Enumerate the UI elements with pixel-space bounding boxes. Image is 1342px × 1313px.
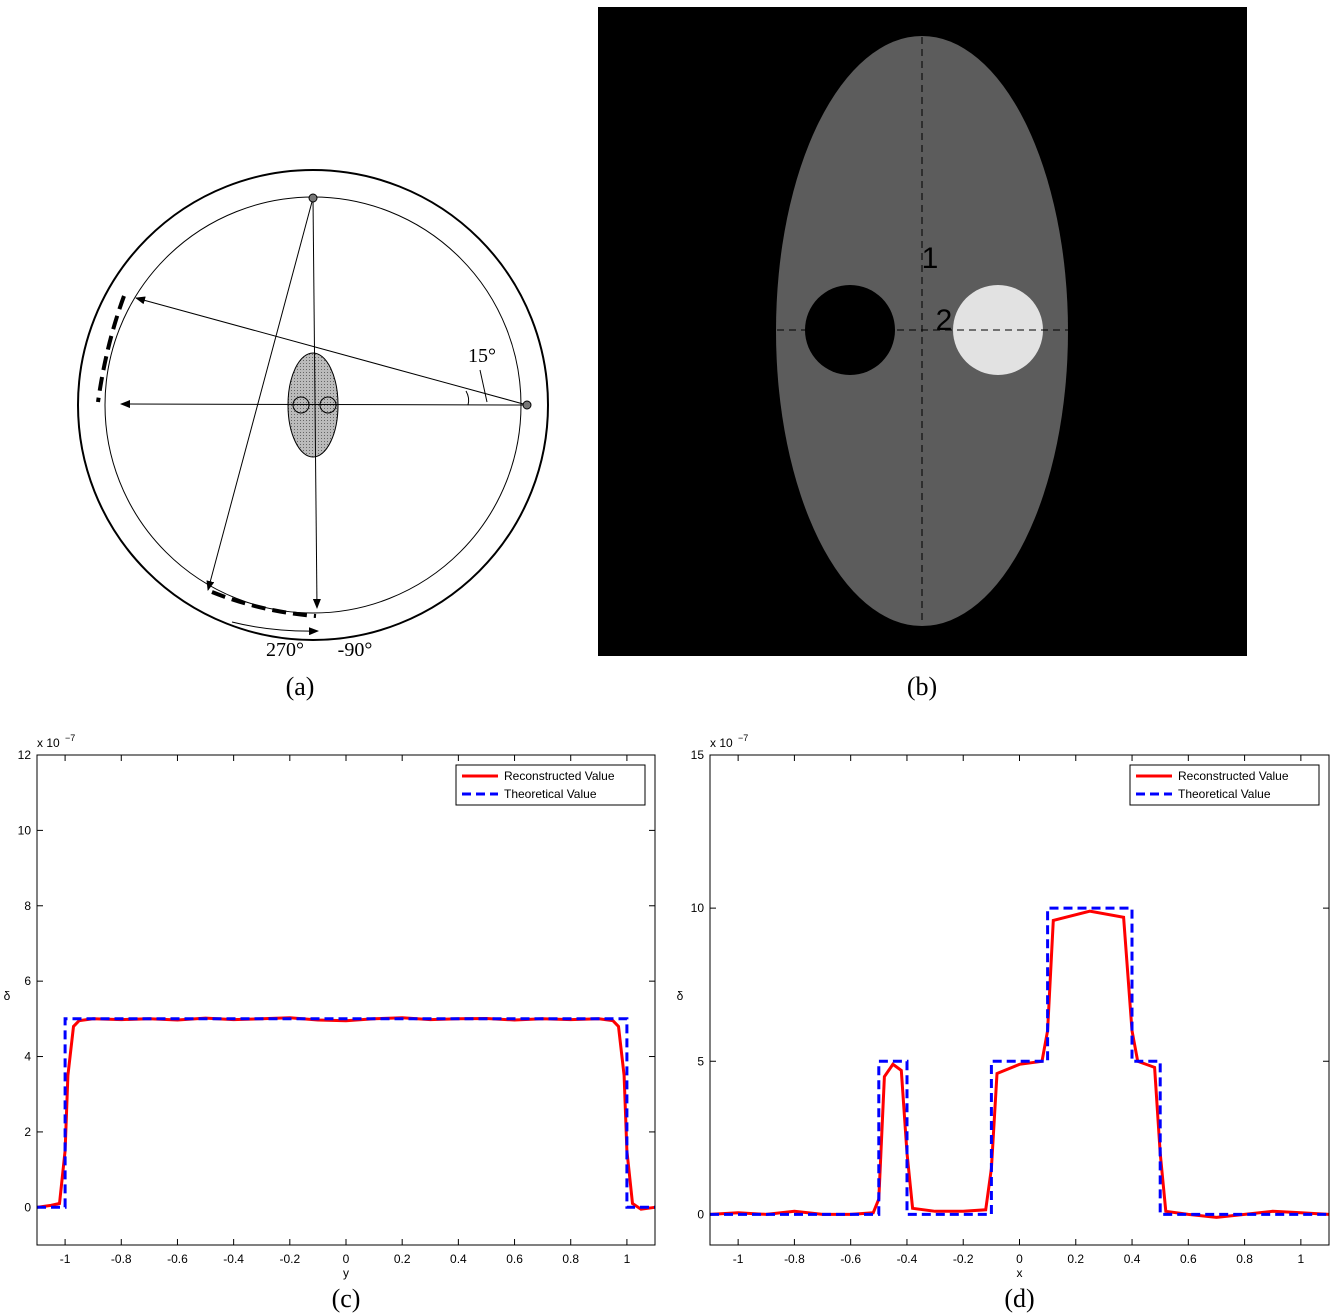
y-tick-label: 0 [697, 1207, 704, 1221]
axis-exponent: −7 [738, 733, 748, 743]
x-tick-label: -1 [60, 1252, 71, 1266]
caption: (d) [1004, 1284, 1034, 1313]
x-tick-label: 0.2 [394, 1252, 411, 1266]
y-tick-label: 4 [24, 1050, 31, 1064]
x-tick-label: -0.2 [279, 1252, 300, 1266]
x-tick-label: 1 [1298, 1252, 1305, 1266]
ray [312, 197, 321, 609]
y-tick-label: 5 [697, 1054, 704, 1068]
y-axis-label: δ [677, 989, 684, 1003]
x-tick-label: 0 [343, 1252, 350, 1266]
x-tick-label: 0.4 [450, 1252, 467, 1266]
y-tick-label: 12 [18, 748, 32, 762]
rotation-arrow [231, 621, 319, 636]
legend-label: Reconstructed Value [1178, 769, 1289, 783]
x-tick-label: -0.6 [840, 1252, 861, 1266]
axis-exponent: x 10 [710, 736, 733, 750]
x-tick-label: 0.6 [506, 1252, 523, 1266]
ray [206, 197, 314, 591]
profile-label: 2 [936, 304, 953, 337]
series-line [37, 1017, 655, 1209]
plot-frame [36, 754, 656, 1246]
x-tick-label: -1 [733, 1252, 744, 1266]
series-line [710, 906, 1329, 1216]
y-tick-label: 10 [691, 901, 705, 915]
source [308, 193, 318, 203]
ray [135, 296, 528, 406]
legend-label: Reconstructed Value [504, 769, 615, 783]
plot-frame [709, 754, 1330, 1246]
x-tick-label: -0.2 [953, 1252, 974, 1266]
series-line [36, 1016, 656, 1211]
inclusion [292, 396, 310, 414]
x-tick-label: -0.4 [223, 1252, 244, 1266]
x-tick-label: -0.4 [897, 1252, 918, 1266]
y-tick-label: 15 [691, 748, 705, 762]
y-tick-label: 2 [24, 1125, 31, 1139]
detector-arc [96, 295, 126, 403]
y-tick-label: 0 [24, 1200, 31, 1214]
x-tick-label: 0.2 [1067, 1252, 1084, 1266]
x-tick-label: 1 [624, 1252, 631, 1266]
x-tick-label: 0.6 [1180, 1252, 1197, 1266]
angle-label: 270° [266, 639, 304, 661]
caption: (a) [286, 672, 315, 701]
legend-label: Theoretical Value [504, 787, 597, 801]
caption: (b) [907, 672, 937, 701]
y-tick-label: 6 [24, 974, 31, 988]
caption: (c) [332, 1284, 361, 1313]
ray [120, 400, 528, 409]
angle-pointer [479, 369, 488, 403]
source [522, 400, 532, 410]
diagram [77, 169, 549, 641]
angle-arc [465, 390, 470, 406]
image [598, 7, 1247, 656]
angle-label: -90° [338, 639, 373, 661]
x-axis-label: y [343, 1266, 349, 1280]
y-axis-label: δ [4, 989, 11, 1003]
x-axis-label: x [1017, 1266, 1023, 1280]
axis-exponent: −7 [65, 733, 75, 743]
x-tick-label: 0.8 [1236, 1252, 1253, 1266]
angle-label: 15° [468, 345, 496, 367]
y-tick-label: 10 [18, 823, 32, 837]
detector-arc [211, 590, 317, 618]
y-tick-label: 8 [24, 899, 31, 913]
legend-label: Theoretical Value [1178, 787, 1271, 801]
axis-exponent: x 10 [37, 736, 60, 750]
series-line [709, 909, 1330, 1219]
x-tick-label: -0.8 [111, 1252, 132, 1266]
profile-label: 1 [922, 242, 939, 275]
x-tick-label: -0.6 [167, 1252, 188, 1266]
legend-box [455, 764, 646, 806]
x-tick-label: 0.8 [562, 1252, 579, 1266]
x-tick-label: -0.8 [784, 1252, 805, 1266]
x-tick-label: 0.4 [1124, 1252, 1141, 1266]
legend-box [1129, 764, 1320, 806]
outer-ring [77, 169, 549, 641]
x-tick-label: 0 [1016, 1252, 1023, 1266]
